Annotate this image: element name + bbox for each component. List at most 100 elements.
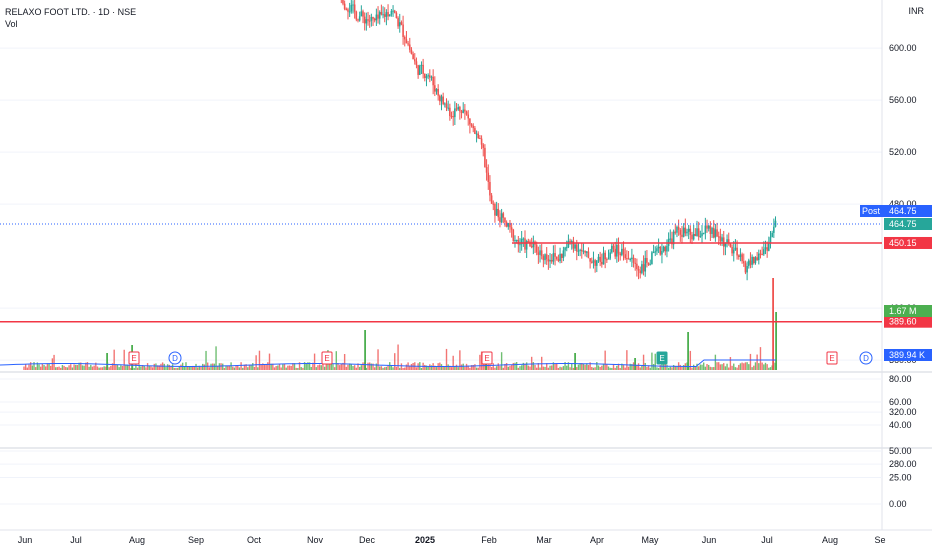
candle-body	[629, 258, 632, 260]
volume-bar	[457, 367, 459, 370]
volume-bar	[475, 367, 478, 370]
volume-bar	[285, 367, 287, 370]
volume-bar	[629, 363, 631, 370]
level-price-label: 389.60	[889, 317, 917, 327]
candle-body	[435, 88, 438, 92]
volume-bar	[512, 362, 515, 370]
volume-bar	[666, 364, 668, 370]
candle-body	[454, 108, 456, 118]
volume-bar	[342, 362, 344, 370]
volume-bar	[58, 366, 60, 370]
volume-bar	[761, 362, 763, 370]
volume-bar	[338, 365, 341, 370]
volume-bar	[544, 366, 546, 370]
volume-bar	[405, 364, 408, 370]
volume-bar	[263, 364, 266, 370]
candle-body	[348, 11, 351, 13]
volume-bar	[170, 366, 172, 370]
candle-body	[696, 228, 698, 236]
candle-body	[682, 227, 685, 237]
time-tick-label: 2025	[415, 535, 435, 545]
volume-bar	[111, 363, 114, 370]
candle-body	[567, 240, 570, 248]
volume-bar	[736, 367, 738, 370]
volume-bar	[347, 364, 349, 370]
volume-bar	[33, 362, 35, 370]
volume-bar	[539, 367, 541, 370]
candle-body	[525, 241, 528, 250]
candle-body	[495, 208, 498, 216]
volume-bar	[657, 367, 660, 370]
volume-bar	[723, 363, 725, 370]
candle-body	[661, 251, 663, 255]
candle-body	[480, 138, 483, 145]
volume-bar	[208, 367, 211, 370]
volume-bar	[617, 363, 620, 370]
candle-body	[425, 76, 428, 78]
volume-bar	[447, 364, 449, 370]
volume-bar	[701, 364, 703, 370]
candle-body	[611, 245, 613, 253]
volume-bar	[607, 366, 610, 370]
volume-bar	[358, 366, 361, 370]
candle-body	[560, 253, 563, 258]
volume-bar	[394, 353, 396, 370]
candle-body	[647, 262, 650, 265]
volume-bar	[576, 367, 578, 370]
volume-bar	[718, 362, 720, 370]
candle-body	[654, 251, 657, 253]
candle-body	[562, 250, 565, 258]
candle-body	[522, 238, 525, 240]
volume-bar	[577, 364, 580, 370]
volume-bar	[597, 365, 600, 370]
candle-body	[747, 260, 750, 267]
volume-bar	[212, 363, 214, 370]
volume-bar	[237, 365, 239, 370]
volume-bar	[520, 365, 523, 370]
volume-bar	[487, 364, 489, 370]
candle-body	[575, 244, 578, 252]
volume-bar	[98, 367, 100, 370]
volume-bar	[90, 364, 92, 370]
volume-bar	[135, 364, 137, 370]
volume-bar	[113, 349, 115, 370]
candle-body	[512, 229, 515, 242]
post-tag	[860, 205, 884, 217]
volume-bar	[247, 367, 249, 370]
candle-body	[489, 181, 491, 196]
volume-bar	[622, 365, 625, 370]
candle-body	[697, 228, 700, 237]
volume-bar	[758, 363, 760, 370]
volume-bar	[525, 362, 528, 370]
volume-bar	[429, 364, 431, 370]
volume-bar	[282, 364, 284, 370]
candle-body	[761, 253, 763, 255]
candle-body	[624, 254, 626, 259]
volume-bar	[262, 363, 264, 370]
candle-body	[601, 261, 603, 265]
volume-bar	[330, 362, 332, 370]
volume-bar	[542, 366, 545, 370]
candle-body	[656, 248, 658, 252]
candle-body	[524, 238, 526, 250]
candle-body	[418, 65, 421, 75]
candle-body	[452, 116, 454, 118]
volume-bar	[687, 332, 689, 370]
volume-bar	[497, 363, 499, 370]
volume-bar	[756, 354, 758, 370]
candle-body	[547, 259, 550, 262]
volume-bar	[430, 365, 433, 370]
candle-body	[769, 237, 772, 243]
volume-bar	[31, 365, 34, 370]
candle-body	[754, 257, 757, 264]
candle-body	[440, 96, 443, 102]
volume-bar	[298, 362, 301, 370]
candle-body	[669, 238, 672, 240]
candle-body	[569, 240, 571, 242]
volume-bar	[415, 367, 418, 370]
volume-bar	[322, 363, 324, 370]
time-tick-label: Feb	[481, 535, 497, 545]
candle-body	[469, 118, 471, 125]
volume-bar	[639, 367, 641, 370]
